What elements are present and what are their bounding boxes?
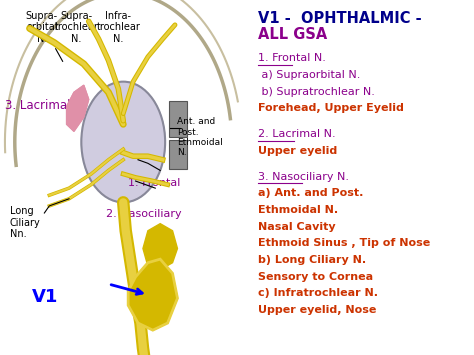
Polygon shape	[128, 259, 177, 330]
Text: 1. Frontal N.: 1. Frontal N.	[258, 53, 326, 63]
Text: c) Infratrochlear N.: c) Infratrochlear N.	[258, 289, 378, 299]
Text: 2. Nasociliary: 2. Nasociliary	[106, 209, 182, 219]
Text: Upper eyelid, Nose: Upper eyelid, Nose	[258, 305, 376, 315]
Text: Supra-
orbital
N.: Supra- orbital N.	[26, 11, 58, 44]
Circle shape	[82, 82, 165, 202]
Text: 1. Frontal: 1. Frontal	[128, 178, 181, 187]
Text: a) Supraorbital N.: a) Supraorbital N.	[258, 70, 360, 80]
Text: Ethmoid Sinus , Tip of Nose: Ethmoid Sinus , Tip of Nose	[258, 239, 430, 248]
Text: Upper eyelid: Upper eyelid	[258, 146, 337, 156]
Text: Long
Ciliary
Nn.: Long Ciliary Nn.	[10, 206, 41, 239]
Text: Supra-
trochlear
N.: Supra- trochlear N.	[55, 11, 98, 44]
Polygon shape	[143, 224, 177, 270]
Text: Sensory to Cornea: Sensory to Cornea	[258, 272, 373, 282]
Text: b) Supratrochlear N.: b) Supratrochlear N.	[258, 87, 375, 97]
Text: Infra-
trochlear
N.: Infra- trochlear N.	[96, 11, 140, 44]
Text: Ethmoidal N.: Ethmoidal N.	[258, 205, 338, 215]
Text: ALL GSA: ALL GSA	[258, 27, 327, 42]
Text: V1: V1	[32, 288, 58, 306]
FancyBboxPatch shape	[169, 140, 187, 169]
Text: V1 -  OPHTHALMIC -: V1 - OPHTHALMIC -	[258, 11, 421, 26]
Text: 2. Lacrimal N.: 2. Lacrimal N.	[258, 129, 336, 139]
Text: Forehead, Upper Eyelid: Forehead, Upper Eyelid	[258, 103, 404, 113]
Text: b) Long Ciliary N.: b) Long Ciliary N.	[258, 255, 366, 265]
Text: Ant. and
Post.
Ethmoidal
N.: Ant. and Post. Ethmoidal N.	[177, 117, 223, 157]
Text: 3. Nasociliary N.: 3. Nasociliary N.	[258, 172, 349, 182]
Polygon shape	[66, 85, 89, 131]
Text: 3. Lacrimal: 3. Lacrimal	[5, 99, 71, 113]
Text: Nasal Cavity: Nasal Cavity	[258, 222, 336, 232]
Text: a) Ant. and Post.: a) Ant. and Post.	[258, 189, 363, 198]
FancyBboxPatch shape	[169, 101, 187, 137]
